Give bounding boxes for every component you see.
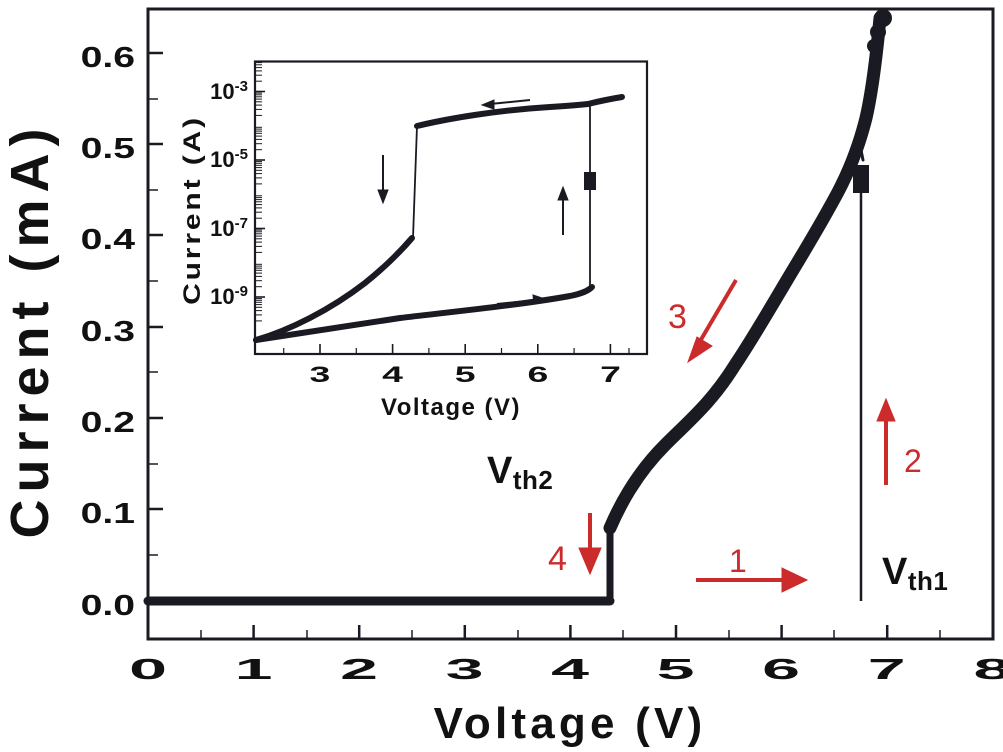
svg-text:Current (mA): Current (mA) bbox=[0, 122, 60, 539]
svg-text:1: 1 bbox=[729, 543, 747, 579]
svg-text:0.4: 0.4 bbox=[81, 224, 135, 256]
svg-text:6: 6 bbox=[762, 654, 800, 686]
svg-text:0.3: 0.3 bbox=[81, 316, 135, 348]
svg-text:5: 5 bbox=[455, 362, 476, 387]
svg-text:0.6: 0.6 bbox=[81, 42, 135, 74]
svg-text:Current (A): Current (A) bbox=[178, 115, 205, 305]
svg-text:4: 4 bbox=[382, 362, 403, 387]
svg-text:5: 5 bbox=[657, 654, 695, 686]
svg-text:0.5: 0.5 bbox=[81, 133, 135, 165]
svg-text:0.2: 0.2 bbox=[81, 407, 135, 439]
svg-text:0.0: 0.0 bbox=[81, 590, 135, 622]
svg-text:7: 7 bbox=[868, 654, 906, 686]
svg-text:3: 3 bbox=[310, 362, 331, 387]
svg-text:6: 6 bbox=[527, 362, 548, 387]
svg-text:Vth2: Vth2 bbox=[487, 450, 553, 495]
svg-text:3: 3 bbox=[668, 298, 687, 336]
svg-text:0: 0 bbox=[129, 654, 167, 686]
svg-text:7: 7 bbox=[600, 362, 621, 387]
svg-text:4: 4 bbox=[551, 654, 589, 686]
svg-text:Vth1: Vth1 bbox=[882, 551, 948, 596]
svg-text:8: 8 bbox=[973, 654, 1003, 686]
svg-text:10-3: 10-3 bbox=[210, 78, 248, 105]
svg-text:4: 4 bbox=[548, 540, 567, 578]
svg-text:Voltage (V): Voltage (V) bbox=[434, 699, 707, 748]
svg-text:10-9: 10-9 bbox=[210, 283, 248, 310]
svg-text:3: 3 bbox=[446, 654, 484, 686]
svg-text:Voltage (V): Voltage (V) bbox=[381, 394, 521, 421]
svg-text:1: 1 bbox=[235, 654, 273, 686]
svg-text:10-5: 10-5 bbox=[210, 146, 248, 173]
svg-text:0.1: 0.1 bbox=[81, 498, 135, 530]
svg-text:2: 2 bbox=[340, 654, 378, 686]
svg-text:2: 2 bbox=[904, 443, 922, 479]
svg-text:10-7: 10-7 bbox=[210, 215, 248, 242]
